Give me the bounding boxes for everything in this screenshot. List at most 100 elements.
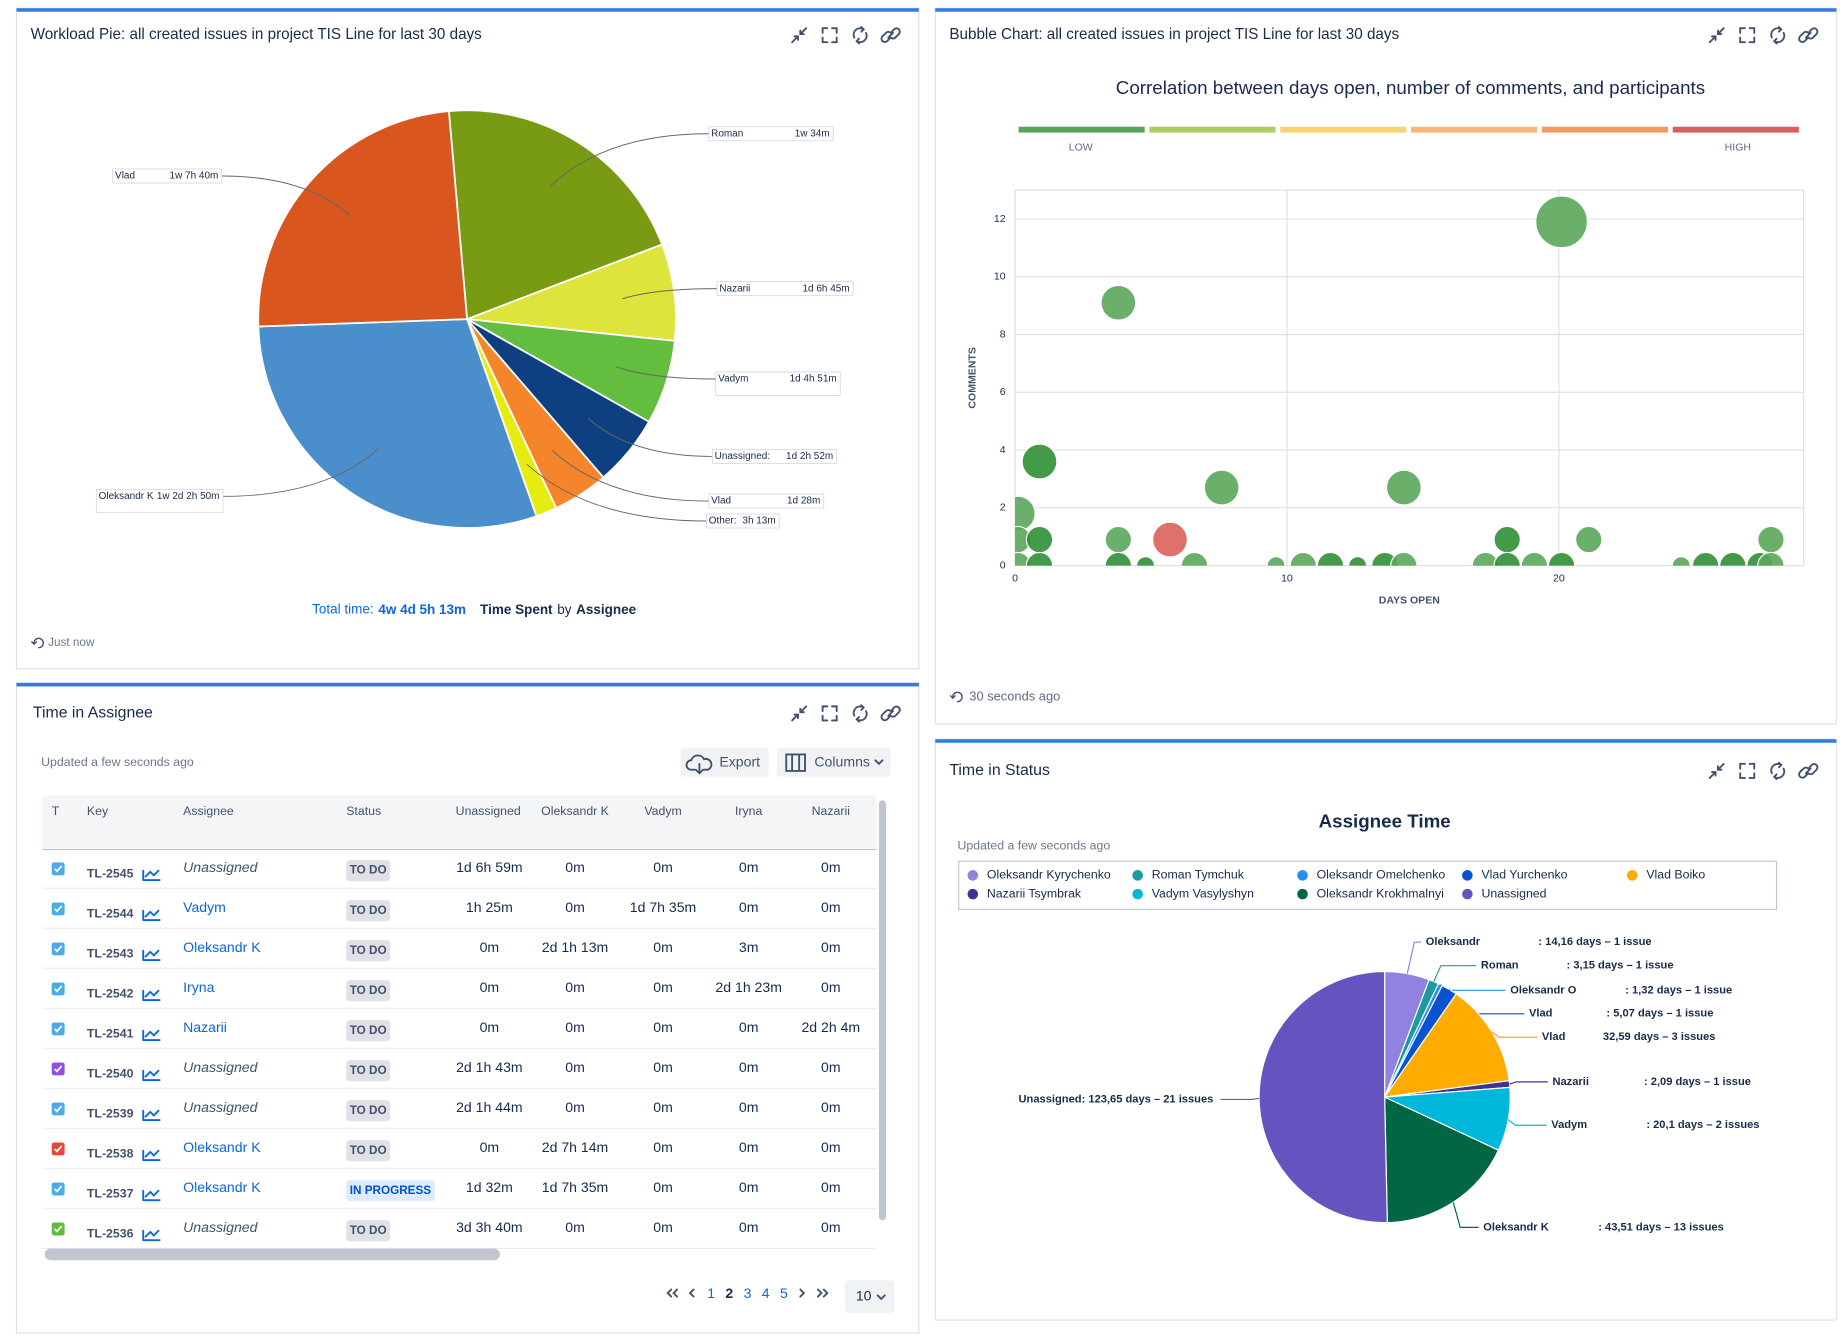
trend-icon[interactable] [142,1229,161,1242]
legend-label[interactable]: Unassigned [1481,886,1546,900]
page-number[interactable]: 3 [744,1285,752,1301]
issue-key[interactable]: TL-2542 [87,986,134,1000]
slice-label: Nazarii [1552,1076,1588,1088]
assignee[interactable]: Nazarii [183,1019,227,1035]
button-label[interactable]: Export [719,753,760,769]
legend-label[interactable]: Roman Tymchuk [1152,868,1245,882]
issue-key[interactable]: TL-2537 [87,1187,134,1201]
page-size-select[interactable] [844,1280,895,1314]
columns-icon[interactable] [785,753,806,772]
prev-page[interactable] [688,1288,695,1298]
column-header[interactable]: Assignee [183,804,234,818]
fullscreen-icon[interactable] [821,27,838,44]
trend-icon[interactable] [142,869,161,881]
fullscreen-icon[interactable] [1739,762,1756,779]
panel-top-border [935,739,1837,743]
issue-key[interactable]: TL-2540 [87,1066,134,1080]
issue-key[interactable]: TL-2536 [87,1227,134,1241]
trend-icon[interactable] [142,1109,161,1122]
refresh-icon[interactable] [1770,26,1786,45]
status-lozenge [346,900,391,922]
leader-line [223,448,380,497]
issue-key[interactable]: TL-2543 [87,946,134,960]
leader-line [552,450,709,502]
column-header[interactable]: Unassigned [456,804,521,818]
trend-icon[interactable] [142,989,161,1002]
next-page[interactable] [799,1288,806,1298]
time-cell: 3d 3h 40m [456,1219,523,1235]
legend-marker [1297,888,1308,900]
column-header[interactable]: Vadym [644,804,681,818]
assignee[interactable]: Oleksandr K [183,1139,261,1155]
slice-value: 3h 13m [742,516,775,527]
assignee[interactable]: Oleksandr K [183,1179,261,1195]
column-header[interactable]: Oleksandr K [541,804,610,818]
assignee[interactable]: Iryna [183,979,214,995]
collapse-icon[interactable] [1708,27,1725,44]
slice-label: Other: [709,516,737,527]
chevron-icon[interactable] [876,1294,886,1301]
trend-icon[interactable] [142,1029,161,1042]
pie-slice [447,109,664,321]
legend-label[interactable]: Oleksandr Omelchenko [1317,868,1446,882]
page-number[interactable]: 2 [725,1285,733,1301]
assignee[interactable]: Vadym [183,899,226,915]
collapse-icon[interactable] [791,705,808,722]
trend-icon[interactable] [142,1149,161,1162]
page-number[interactable]: 1 [707,1285,715,1301]
link-icon[interactable] [880,27,901,43]
cloud-icon[interactable] [685,754,713,775]
legend-label[interactable]: Vlad Boiko [1646,868,1705,882]
issue-key[interactable]: TL-2538 [87,1147,134,1161]
trend-icon[interactable] [142,949,161,961]
panel: Time in Assignee Updated a few seconds ag… [15,682,920,1334]
page-number[interactable]: 4 [762,1285,770,1301]
v-scrollbar[interactable] [878,800,886,1221]
collapse-icon[interactable] [791,27,808,44]
link-icon[interactable] [1798,27,1819,43]
fullscreen-icon[interactable] [1739,27,1756,44]
assignee[interactable]: Oleksandr K [183,939,261,955]
y-tick-label: 2 [1000,502,1006,514]
assignee: Unassigned [183,1059,259,1075]
panel-title: Time in Assignee [33,705,153,722]
time-cell: 0m [480,939,500,955]
issue-key[interactable]: TL-2544 [87,906,134,920]
issue-key[interactable]: TL-2539 [87,1106,134,1120]
legend-label[interactable]: Vadym Vasylyshyn [1152,886,1254,900]
issue-key[interactable]: TL-2541 [87,1026,134,1040]
time-cell: 0m [821,1139,841,1155]
legend-label[interactable]: Oleksandr Krokhmalnyi [1317,886,1444,900]
h-scrollbar[interactable] [44,1248,500,1261]
page-size[interactable]: 10 [856,1287,872,1303]
page-number[interactable]: 5 [780,1285,788,1301]
issue-key[interactable]: TL-2545 [87,866,134,880]
first-page[interactable] [666,1288,679,1298]
column-header[interactable]: Key [87,804,109,818]
slice-value: 1w 2d 2h 50m [157,491,220,502]
refresh-icon[interactable] [852,704,868,723]
legend-label[interactable]: Vlad Yurchenko [1481,868,1567,882]
chevron-icon[interactable] [874,759,884,766]
legend-label[interactable]: Oleksandr Kyrychenko [987,868,1111,882]
button-label[interactable]: Columns [814,753,870,769]
type-glyph [54,865,63,873]
scale-segment [1018,126,1145,133]
trend-icon[interactable] [142,909,161,921]
link-icon[interactable] [1798,763,1819,779]
refresh-icon[interactable] [1770,761,1786,781]
type-glyph [54,1105,63,1113]
trend-icon[interactable] [142,1069,161,1082]
fullscreen-icon[interactable] [821,705,838,722]
column-header[interactable]: T [52,804,60,818]
time-cell: 1d 7h 35m [630,899,697,915]
last-page[interactable] [816,1288,829,1298]
column-header[interactable]: Iryna [735,804,763,818]
legend-label[interactable]: Nazarii Tsymbrak [987,886,1082,900]
collapse-icon[interactable] [1708,762,1725,779]
refresh-icon[interactable] [852,26,868,45]
trend-icon[interactable] [142,1189,161,1202]
column-header[interactable]: Status [346,804,381,818]
column-header[interactable]: Nazarii [812,804,850,818]
link-icon[interactable] [880,705,901,722]
